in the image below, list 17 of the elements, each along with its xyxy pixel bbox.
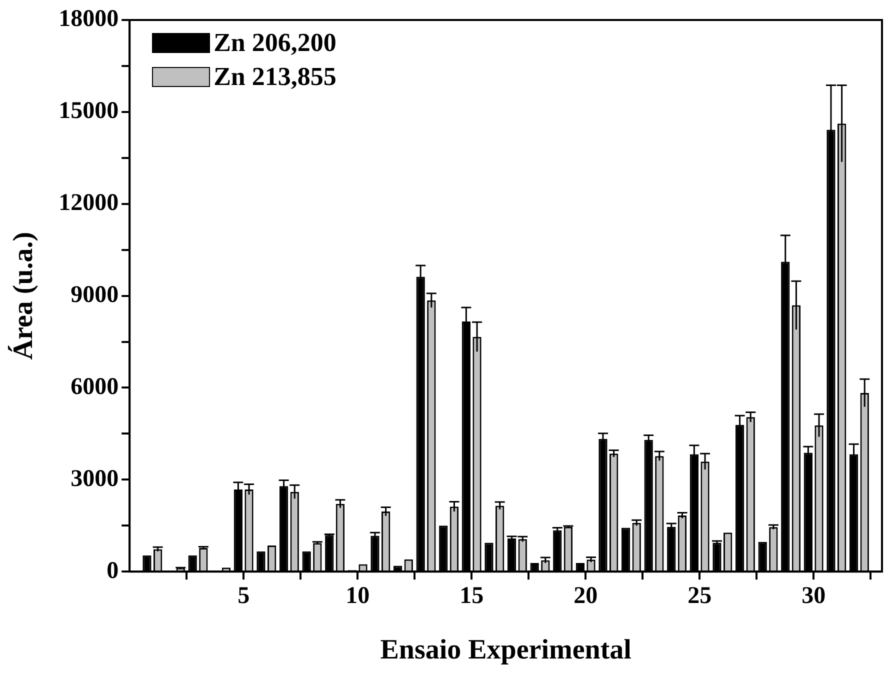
- y-tick-label: 0: [106, 558, 119, 584]
- x-tick-label: 25: [688, 583, 712, 610]
- x-tick-label: 15: [460, 583, 484, 610]
- y-tick-label: 9000: [70, 282, 119, 308]
- legend-label: Zn 213,855: [214, 62, 336, 92]
- x-tick-label: 10: [346, 583, 370, 610]
- x-tick-label: 20: [574, 583, 598, 610]
- x-tick-label: 5: [238, 583, 250, 610]
- y-tick-label: 15000: [58, 98, 119, 124]
- legend-label: Zn 206,200: [214, 28, 336, 58]
- y-tick-label: 12000: [58, 190, 119, 216]
- y-tick-label: 18000: [58, 6, 119, 32]
- y-tick-label: 3000: [70, 466, 119, 492]
- x-tick-label: 30: [802, 583, 826, 610]
- x-axis-title: Ensaio Experimental: [380, 634, 632, 666]
- y-tick-label: 6000: [70, 374, 119, 400]
- y-axis-title: Área (u.a.): [7, 232, 40, 360]
